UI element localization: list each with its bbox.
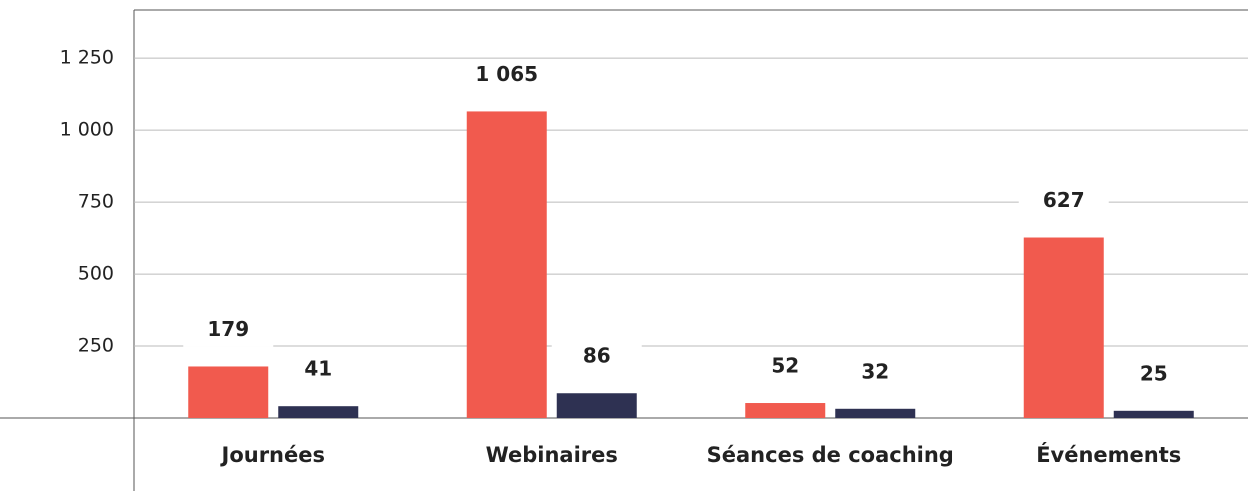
data-label: 86 [583,344,611,368]
bar [278,406,359,418]
y-tick-label: 500 [78,263,114,285]
data-label: 32 [861,359,889,383]
data-label: 52 [771,354,799,378]
x-tick-label: Webinaires [486,443,618,467]
data-label: 1 065 [475,62,538,86]
bar [745,403,826,418]
label-bg [1018,185,1109,218]
x-tick-label: Événements [1036,442,1181,467]
x-tick-label: Journées [220,443,325,467]
label-bg [273,354,364,387]
data-label: 25 [1140,361,1168,385]
data-label: 627 [1043,188,1085,212]
y-tick-label: 250 [78,335,114,357]
label-bg [1108,358,1199,391]
bar [188,366,269,418]
bar [1023,237,1104,418]
data-label: 41 [304,357,332,381]
x-tick-label: Séances de coaching [707,443,954,467]
bar [835,408,916,418]
label-bg [183,314,274,347]
data-label: 179 [207,317,249,341]
label-bg [551,341,642,374]
label-bg [830,356,921,389]
bar [1113,410,1194,418]
y-tick-label: 1 000 [60,119,114,141]
label-bg [461,59,552,92]
bar [556,393,637,418]
y-tick-label: 750 [78,191,114,213]
bar [466,111,547,419]
y-tick-label: 1 250 [60,47,114,69]
label-bg [740,351,831,384]
